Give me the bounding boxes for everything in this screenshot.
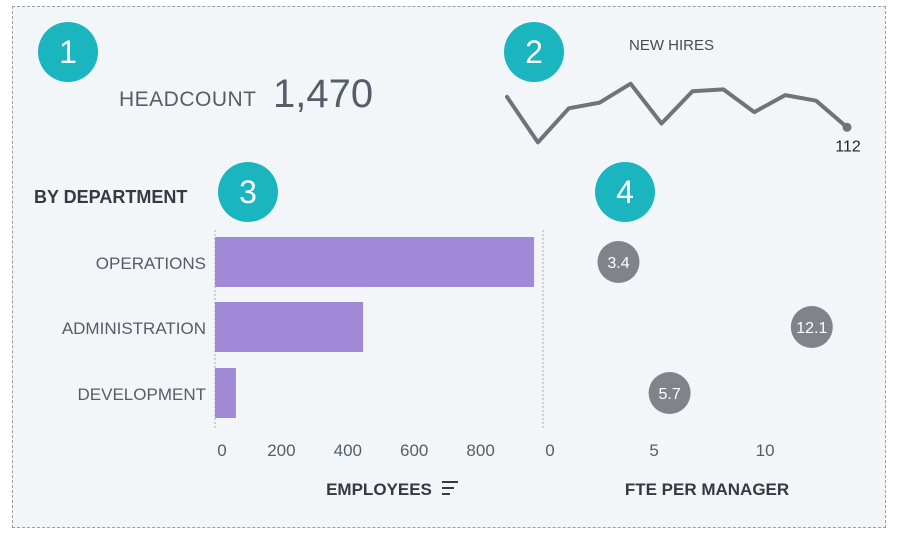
- new-hires-last-label: 112: [835, 138, 861, 155]
- new-hires-title: NEW HIRES: [629, 37, 715, 54]
- fte-axis-tick: 5: [649, 441, 658, 460]
- fte-axis-tick: 0: [545, 441, 554, 460]
- bar-axis-tick: 0: [217, 441, 226, 460]
- department-label: DEVELOPMENT: [78, 385, 206, 404]
- fte-bubble: [790, 306, 833, 348]
- fte-bubble-label: 12.1: [796, 320, 827, 337]
- bar-axis-tick: 800: [466, 441, 494, 460]
- step-badge-3: 3: [218, 162, 278, 222]
- department-bar: [215, 368, 236, 418]
- department-label: ADMINISTRATION: [62, 319, 206, 338]
- step-badge-1: 1: [38, 22, 98, 82]
- fte-axis-label: FTE PER MANAGER: [625, 480, 789, 499]
- new-hires-last-point: [842, 122, 852, 132]
- by-department-title: BY DEPARTMENT: [34, 187, 188, 207]
- new-hires-line: [505, 81, 849, 145]
- department-bar: [215, 237, 535, 287]
- fte-bubble: [648, 372, 691, 414]
- department-bar: [215, 302, 364, 352]
- fte-bubble-label: 5.7: [658, 386, 680, 403]
- bar-axis-tick: 200: [267, 441, 295, 460]
- headcount-value: 1,470: [273, 72, 374, 116]
- sort-descending-icon[interactable]: [442, 481, 458, 495]
- bar-axis-tick: 400: [334, 441, 362, 460]
- department-label: OPERATIONS: [96, 254, 206, 273]
- employees-axis-label: EMPLOYEES: [326, 480, 432, 499]
- fte-bubble-label: 3.4: [607, 255, 629, 272]
- step-badge-2: 2: [504, 22, 564, 82]
- bar-axis-tick: 600: [400, 441, 428, 460]
- headcount-label: HEADCOUNT: [119, 88, 257, 111]
- fte-bubble: [597, 241, 640, 283]
- fte-axis-tick: 10: [756, 441, 775, 460]
- step-badge-4: 4: [595, 162, 655, 222]
